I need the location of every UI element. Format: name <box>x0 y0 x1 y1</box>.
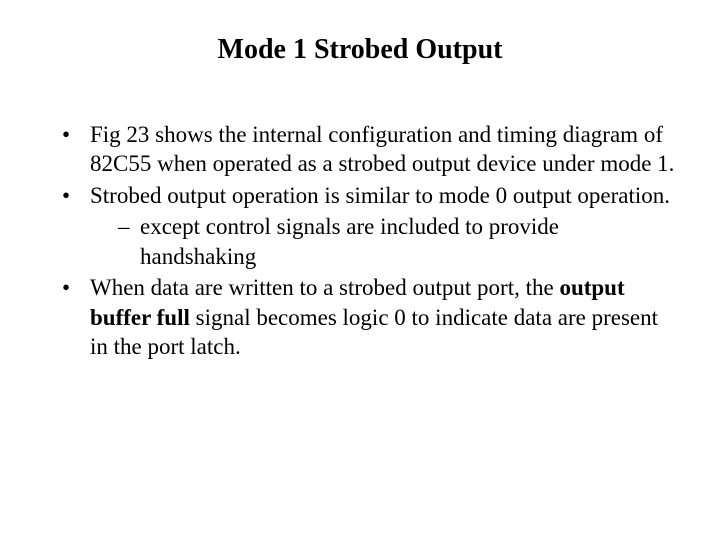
bullet-text: Strobed output operation is similar to m… <box>90 183 670 208</box>
bullet-text-pre: When data are written to a strobed outpu… <box>90 275 559 300</box>
bullet-text: Fig 23 shows the internal configuration … <box>90 122 674 176</box>
sub-bullet-list: except control signals are included to p… <box>90 212 680 271</box>
list-item: When data are written to a strobed outpu… <box>62 273 680 361</box>
bullet-text: except control signals are included to p… <box>140 214 559 268</box>
slide: Mode 1 Strobed Output Fig 23 shows the i… <box>0 0 720 540</box>
bullet-list: Fig 23 shows the internal configuration … <box>40 120 680 362</box>
list-item: except control signals are included to p… <box>118 212 680 271</box>
slide-title: Mode 1 Strobed Output <box>40 34 680 66</box>
list-item: Fig 23 shows the internal configuration … <box>62 120 680 179</box>
list-item: Strobed output operation is similar to m… <box>62 181 680 271</box>
